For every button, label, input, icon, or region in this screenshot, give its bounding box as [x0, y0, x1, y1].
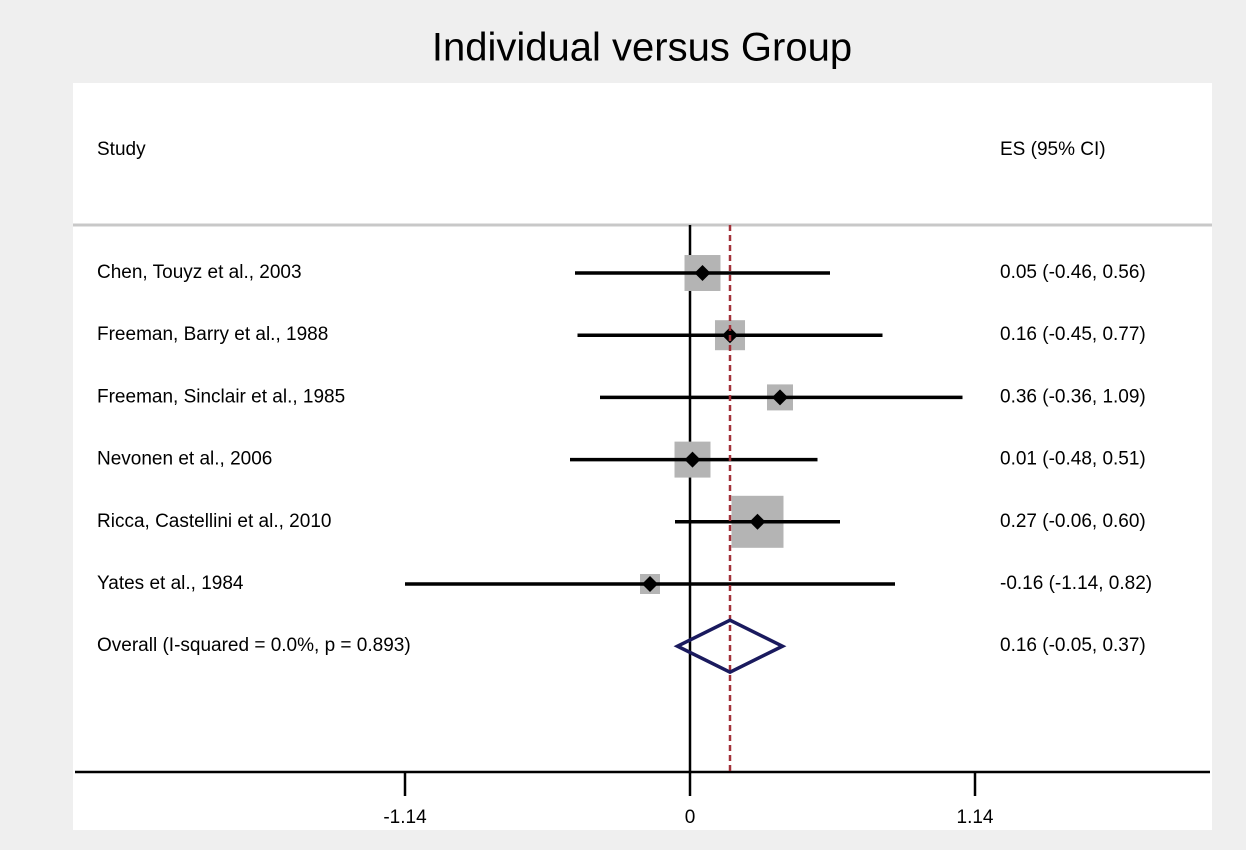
- study-label: Chen, Touyz et al., 2003: [97, 262, 302, 283]
- plot-panel: [73, 83, 1212, 830]
- es-header: ES (95% CI): [1000, 139, 1106, 160]
- chart-title: Individual versus Group: [432, 26, 852, 70]
- point-marker: [772, 389, 788, 406]
- overall-label: Overall (I-squared = 0.0%, p = 0.893): [97, 635, 411, 656]
- overall-diamond: [673, 618, 787, 675]
- es-label: 0.36 (-0.36, 1.09): [1000, 386, 1146, 407]
- study-label: Freeman, Sinclair et al., 1985: [97, 386, 345, 407]
- point-marker: [684, 451, 701, 468]
- study-label: Freeman, Barry et al., 1988: [97, 324, 328, 345]
- point-marker: [749, 513, 766, 530]
- study-label: Nevonen et al., 2006: [97, 449, 272, 470]
- study-label: Yates et al., 1984: [97, 573, 244, 594]
- study-label: Ricca, Castellini et al., 2010: [97, 511, 331, 532]
- es-label: 0.27 (-0.06, 0.60): [1000, 511, 1146, 532]
- point-marker: [642, 576, 658, 592]
- x-tick-label: 0: [685, 807, 696, 828]
- es-label: -0.16 (-1.14, 0.82): [1000, 573, 1152, 594]
- x-tick-label: 1.14: [957, 807, 994, 828]
- study-header: Study: [97, 139, 146, 160]
- es-label: 0.01 (-0.48, 0.51): [1000, 449, 1146, 470]
- overall-es-label: 0.16 (-0.05, 0.37): [1000, 635, 1146, 656]
- point-marker: [694, 265, 711, 281]
- es-label: 0.05 (-0.46, 0.56): [1000, 262, 1146, 283]
- es-label: 0.16 (-0.45, 0.77): [1000, 324, 1146, 345]
- x-tick-label: -1.14: [383, 807, 427, 828]
